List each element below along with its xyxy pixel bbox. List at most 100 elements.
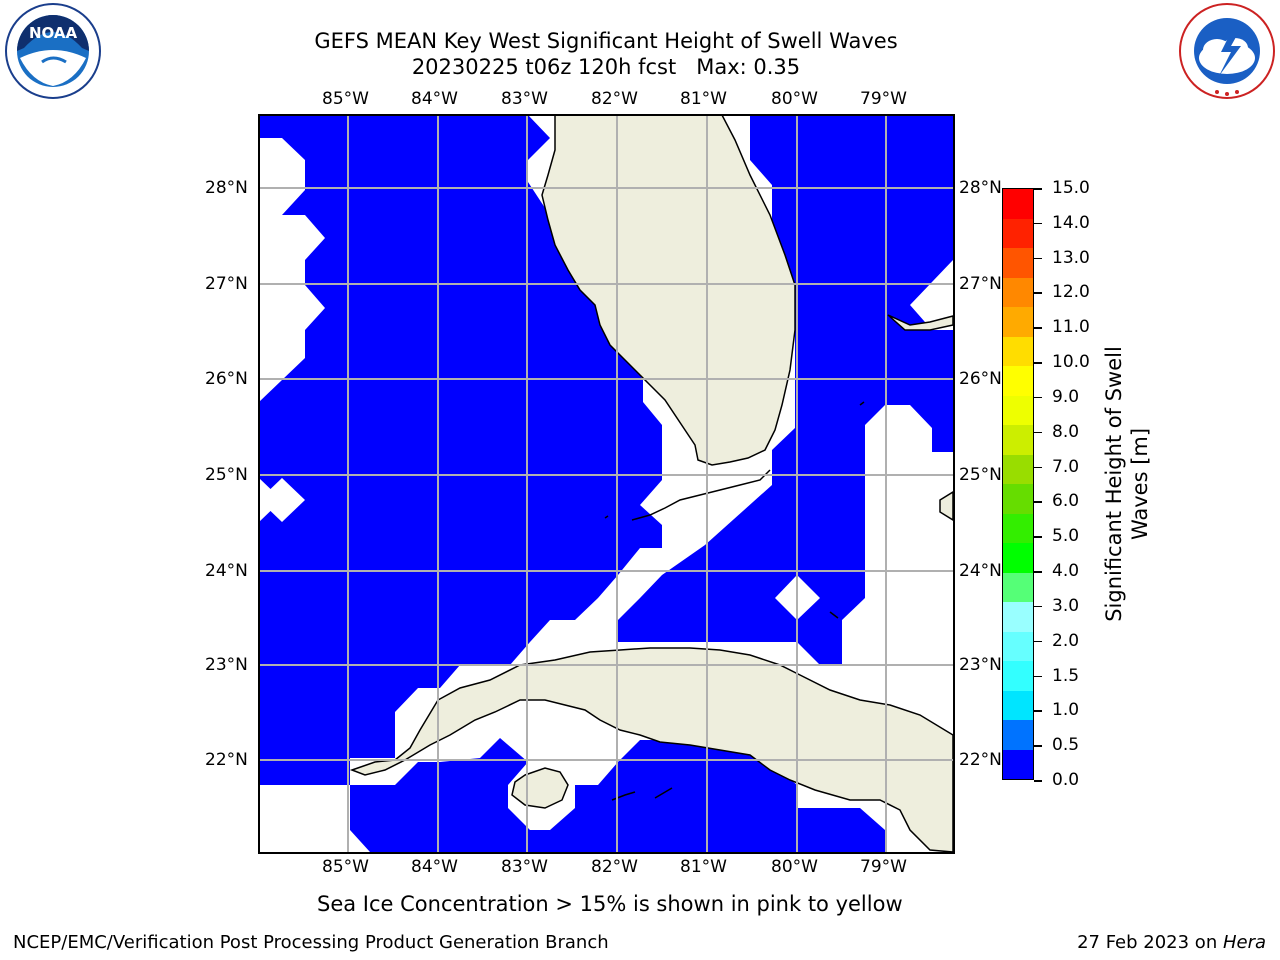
footer-left: NCEP/EMC/Verification Post Processing Pr… xyxy=(13,932,609,953)
colorbar-segment xyxy=(1003,572,1033,602)
colorbar-tick-label: 12.0 xyxy=(1052,282,1090,303)
colorbar-tick-mark xyxy=(1034,745,1042,747)
lat-label-right: 25°N xyxy=(959,465,1002,485)
footer-right: 27 Feb 2023 on Hera xyxy=(1077,932,1266,954)
colorbar-segment xyxy=(1003,749,1033,779)
colorbar-tick-mark xyxy=(1034,780,1042,782)
lon-label-bottom: 83°W xyxy=(501,857,548,877)
colorbar-tick-label: 1.0 xyxy=(1052,700,1080,721)
colorbar-tick-label: 7.0 xyxy=(1052,456,1080,477)
colorbar-tick-mark xyxy=(1034,362,1042,364)
lon-label-top: 82°W xyxy=(591,89,638,109)
colorbar-segment xyxy=(1003,631,1033,661)
colorbar-tick-mark xyxy=(1034,222,1042,225)
colorbar-tick-mark xyxy=(1034,431,1042,434)
sea-ice-caption: Sea Ice Concentration > 15% is shown in … xyxy=(317,892,903,916)
lat-label-left: 24°N xyxy=(205,561,248,581)
colorbar-tick-mark xyxy=(1034,536,1042,538)
colorbar-tick-label: 9.0 xyxy=(1052,386,1080,407)
colorbar-segment xyxy=(1003,661,1033,691)
colorbar-tick-label: 2.0 xyxy=(1052,630,1080,651)
map-frame xyxy=(258,114,955,854)
colorbar-tick-mark xyxy=(1034,327,1042,329)
colorbar xyxy=(1002,188,1034,780)
colorbar-title-line2: Waves [m] xyxy=(1128,427,1152,541)
colorbar-tick-label: 8.0 xyxy=(1052,421,1080,442)
colorbar-segment xyxy=(1003,366,1033,396)
colorbar-tick-mark xyxy=(1034,257,1042,260)
colorbar-segment xyxy=(1003,218,1033,248)
colorbar-tick-label: 10.0 xyxy=(1052,352,1090,373)
colorbar-segment xyxy=(1003,543,1033,573)
lon-label-top: 85°W xyxy=(322,89,369,109)
colorbar-ticks: 15.0 14.0 13.0 12.0 11.0 10.0 9.0 8.0 7.0 6.0 5.0 4… xyxy=(1034,178,1106,791)
map-grid xyxy=(258,114,955,854)
lat-label-right: 27°N xyxy=(959,274,1002,294)
colorbar-tick-mark xyxy=(1034,571,1042,573)
colorbar-tick-mark xyxy=(1034,466,1042,469)
colorbar-segment xyxy=(1003,602,1033,632)
colorbar-segment xyxy=(1003,248,1033,278)
colorbar-tick-mark xyxy=(1034,675,1042,678)
footer-host: Hera xyxy=(1222,932,1266,953)
colorbar-tick-label: 0.0 xyxy=(1052,770,1080,790)
lat-label-right: 24°N xyxy=(959,561,1002,581)
lon-label-top: 80°W xyxy=(771,89,818,109)
footer-date: 27 Feb 2023 on xyxy=(1077,932,1223,953)
colorbar-segment xyxy=(1003,277,1033,307)
colorbar-segments xyxy=(1003,189,1033,779)
colorbar-segment xyxy=(1003,336,1033,366)
lon-label-top: 84°W xyxy=(411,89,458,109)
noaa-logo-text: NOAA xyxy=(28,24,78,42)
lat-label-right: 23°N xyxy=(959,655,1002,675)
colorbar-tick-label: 4.0 xyxy=(1052,561,1080,582)
lat-label-left: 25°N xyxy=(205,465,248,485)
lon-label-top: 81°W xyxy=(680,89,727,109)
lat-label-right: 22°N xyxy=(959,750,1002,770)
colorbar-segment xyxy=(1003,720,1033,750)
chart-title-line2: 20230225 t06z 120h fcst Max: 0.35 xyxy=(411,55,801,79)
colorbar-tick-label: 6.0 xyxy=(1052,491,1080,512)
colorbar-tick-mark xyxy=(1034,188,1042,190)
lon-label-bottom: 81°W xyxy=(680,857,727,877)
colorbar-tick-label: 13.0 xyxy=(1052,247,1090,268)
colorbar-tick-label: 1.5 xyxy=(1052,665,1080,686)
lat-label-left: 23°N xyxy=(205,655,248,675)
colorbar-tick-mark xyxy=(1034,710,1042,712)
colorbar-tick-mark xyxy=(1034,292,1042,294)
colorbar-title-line1: Significant Height of Swell xyxy=(1102,346,1126,622)
colorbar-tick-mark xyxy=(1034,396,1042,399)
colorbar-segment xyxy=(1003,454,1033,484)
colorbar-segment xyxy=(1003,425,1033,455)
colorbar-tick-label: 3.0 xyxy=(1052,595,1080,616)
noaa-logo: NOAA xyxy=(2,2,104,100)
lat-label-left: 26°N xyxy=(205,369,248,389)
lon-label-top: 83°W xyxy=(501,89,548,109)
lat-label-right: 26°N xyxy=(959,369,1002,389)
lon-label-bottom: 85°W xyxy=(322,857,369,877)
colorbar-tick-mark xyxy=(1034,640,1042,643)
lon-label-bottom: 82°W xyxy=(591,857,638,877)
colorbar-tick-label: 5.0 xyxy=(1052,526,1080,547)
colorbar-tick-mark xyxy=(1034,501,1042,503)
lat-label-left: 28°N xyxy=(205,178,248,198)
colorbar-segment xyxy=(1003,690,1033,720)
colorbar-tick-label: 0.5 xyxy=(1052,735,1080,756)
colorbar-segment xyxy=(1003,307,1033,337)
lon-label-bottom: 80°W xyxy=(771,857,818,877)
nws-logo xyxy=(1177,2,1277,100)
lat-label-right: 28°N xyxy=(959,178,1002,198)
colorbar-segment xyxy=(1003,513,1033,543)
swell-map xyxy=(258,114,955,854)
colorbar-tick-label: 15.0 xyxy=(1052,178,1090,198)
lon-label-bottom: 84°W xyxy=(411,857,458,877)
lon-label-bottom: 79°W xyxy=(860,857,907,877)
colorbar-tick-label: 14.0 xyxy=(1052,212,1090,233)
lon-label-top: 79°W xyxy=(860,89,907,109)
colorbar-tick-label: 11.0 xyxy=(1052,317,1090,338)
lat-label-left: 22°N xyxy=(205,750,248,770)
chart-title-line1: GEFS MEAN Key West Significant Height of… xyxy=(314,29,898,53)
colorbar-segment xyxy=(1003,189,1033,219)
colorbar-segment xyxy=(1003,395,1033,425)
colorbar-tick-mark xyxy=(1034,605,1042,608)
